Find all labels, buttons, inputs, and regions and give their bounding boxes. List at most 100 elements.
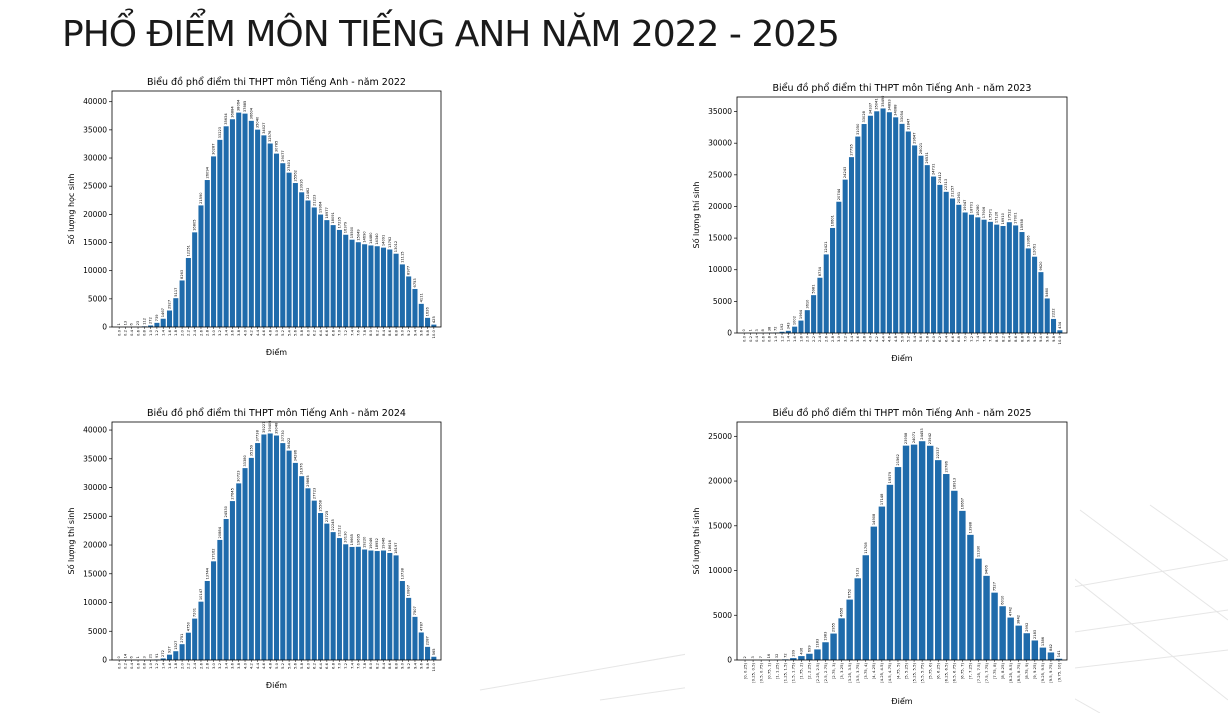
bar [830, 633, 837, 660]
data-label: 36884 [230, 106, 234, 118]
data-label: 7507 [413, 606, 417, 615]
data-label: 8977 [407, 266, 411, 275]
x-tick-label: 5.0 [274, 662, 279, 669]
x-tick-label: [7.25, 7.5) [976, 662, 981, 682]
y-tick-label: 40000 [83, 97, 107, 106]
bar [393, 253, 399, 327]
bar [779, 331, 785, 333]
x-tick-label: [7.5, 7.75) [984, 662, 989, 682]
y-tick-label: 15000 [83, 569, 107, 578]
bar [951, 490, 958, 660]
x-tick-label: 2.0 [805, 335, 810, 342]
x-tick-label: 7.4 [349, 329, 354, 336]
data-label: 12251 [186, 245, 190, 256]
bar [217, 539, 223, 660]
bar [798, 320, 804, 333]
data-label: 21 [149, 654, 153, 659]
x-tick-label: 6.0 [305, 662, 310, 669]
x-tick-label: 9.4 [1038, 335, 1043, 342]
bar [154, 322, 160, 327]
data-label: 1 [748, 329, 752, 331]
data-label: 192 [780, 323, 784, 330]
data-label: 27401 [287, 160, 291, 171]
y-tick-label: 30000 [83, 483, 107, 492]
bar [836, 201, 842, 333]
chart-title: Biểu đồ phổ điểm thi THPT môn Tiếng Anh … [773, 83, 1032, 94]
bar [261, 434, 267, 660]
bar [785, 330, 791, 333]
x-tick-label: [7.75, 8) [992, 662, 997, 679]
x-tick-label: 1.2 [154, 329, 159, 336]
x-tick-label: 1.8 [173, 662, 178, 669]
y-tick-label: 30000 [83, 154, 107, 163]
bar [343, 234, 349, 327]
x-tick-label: 9.0 [1026, 335, 1031, 342]
chart-title: Biểu đồ phổ điểm thi THPT môn Tiếng Anh … [147, 77, 406, 88]
data-label: 26094 [205, 166, 209, 178]
x-tick-label: 8.4 [381, 662, 386, 669]
x-tick-label: 9.8 [425, 329, 430, 336]
data-label: 0 [742, 329, 746, 332]
x-tick-label: 9.6 [419, 662, 424, 669]
data-label: 13988 [968, 521, 972, 533]
y-tick-label: 25000 [708, 170, 732, 179]
bar [894, 467, 902, 660]
x-tick-label: 3.2 [217, 329, 222, 336]
x-tick-label: 7.6 [356, 329, 361, 336]
x-tick-label: [0.5, 0.75) [758, 662, 763, 682]
data-label: 2222 [1052, 308, 1056, 317]
data-label: 28021 [919, 143, 923, 154]
x-tick-label: 0.6 [760, 335, 765, 342]
bar [173, 651, 179, 660]
bar [349, 239, 355, 327]
x-tick-label: 2.6 [824, 335, 829, 342]
bar [173, 298, 179, 327]
x-tick-label: 10.0 [1057, 335, 1062, 344]
x-tick-label: 2.6 [198, 662, 203, 669]
x-tick-label: 5.4 [912, 335, 917, 342]
data-label: 25562 [293, 170, 297, 181]
bar [412, 288, 418, 327]
bar [248, 120, 254, 327]
x-tick-label: 6.8 [330, 662, 335, 669]
bar [211, 561, 217, 660]
x-tick-label: 8.2 [375, 329, 380, 336]
bar [185, 257, 191, 327]
bar [223, 518, 229, 660]
chart: Biểu đồ phổ điểm thi THPT môn Tiếng Anh … [685, 402, 1075, 708]
bar [893, 117, 899, 333]
data-label: 21257 [951, 186, 955, 197]
data-label: 14091 [382, 235, 386, 246]
bar [999, 606, 1006, 660]
x-tick-label: [9.5, 9.75) [1048, 662, 1053, 682]
data-label: 272 [161, 650, 165, 657]
x-tick-label: 1.6 [167, 329, 172, 336]
bar [368, 245, 374, 327]
data-label: 13 [123, 321, 127, 326]
bar [393, 555, 399, 660]
data-label: 0 [117, 656, 121, 659]
data-label: 22462 [306, 188, 310, 199]
x-tick-label: 10.0 [431, 662, 436, 671]
data-label: 16601 [831, 215, 835, 226]
data-label: 112 [142, 318, 146, 325]
data-label: 1 [136, 656, 140, 658]
data-label: 2287 [426, 636, 430, 645]
data-label: 23412 [938, 172, 942, 183]
x-tick-label: 0.4 [129, 662, 134, 669]
data-label: 39227 [262, 422, 266, 433]
x-tick-label: 4.4 [880, 335, 885, 342]
bar [861, 124, 867, 333]
x-tick-label: 4.0 [242, 329, 247, 336]
x-axis-label: Điểm [891, 696, 912, 706]
x-tick-label: 6.2 [312, 662, 317, 669]
bar [324, 523, 330, 660]
x-tick-label: 2.0 [179, 329, 184, 336]
data-label: 24071 [912, 432, 916, 443]
x-tick-label: 9.4 [412, 329, 417, 336]
x-tick-label: 2.2 [186, 662, 191, 669]
data-label: 7 [759, 656, 763, 658]
bar [380, 247, 387, 327]
x-tick-label: 0.8 [142, 329, 147, 336]
data-label: 8 [761, 328, 765, 331]
